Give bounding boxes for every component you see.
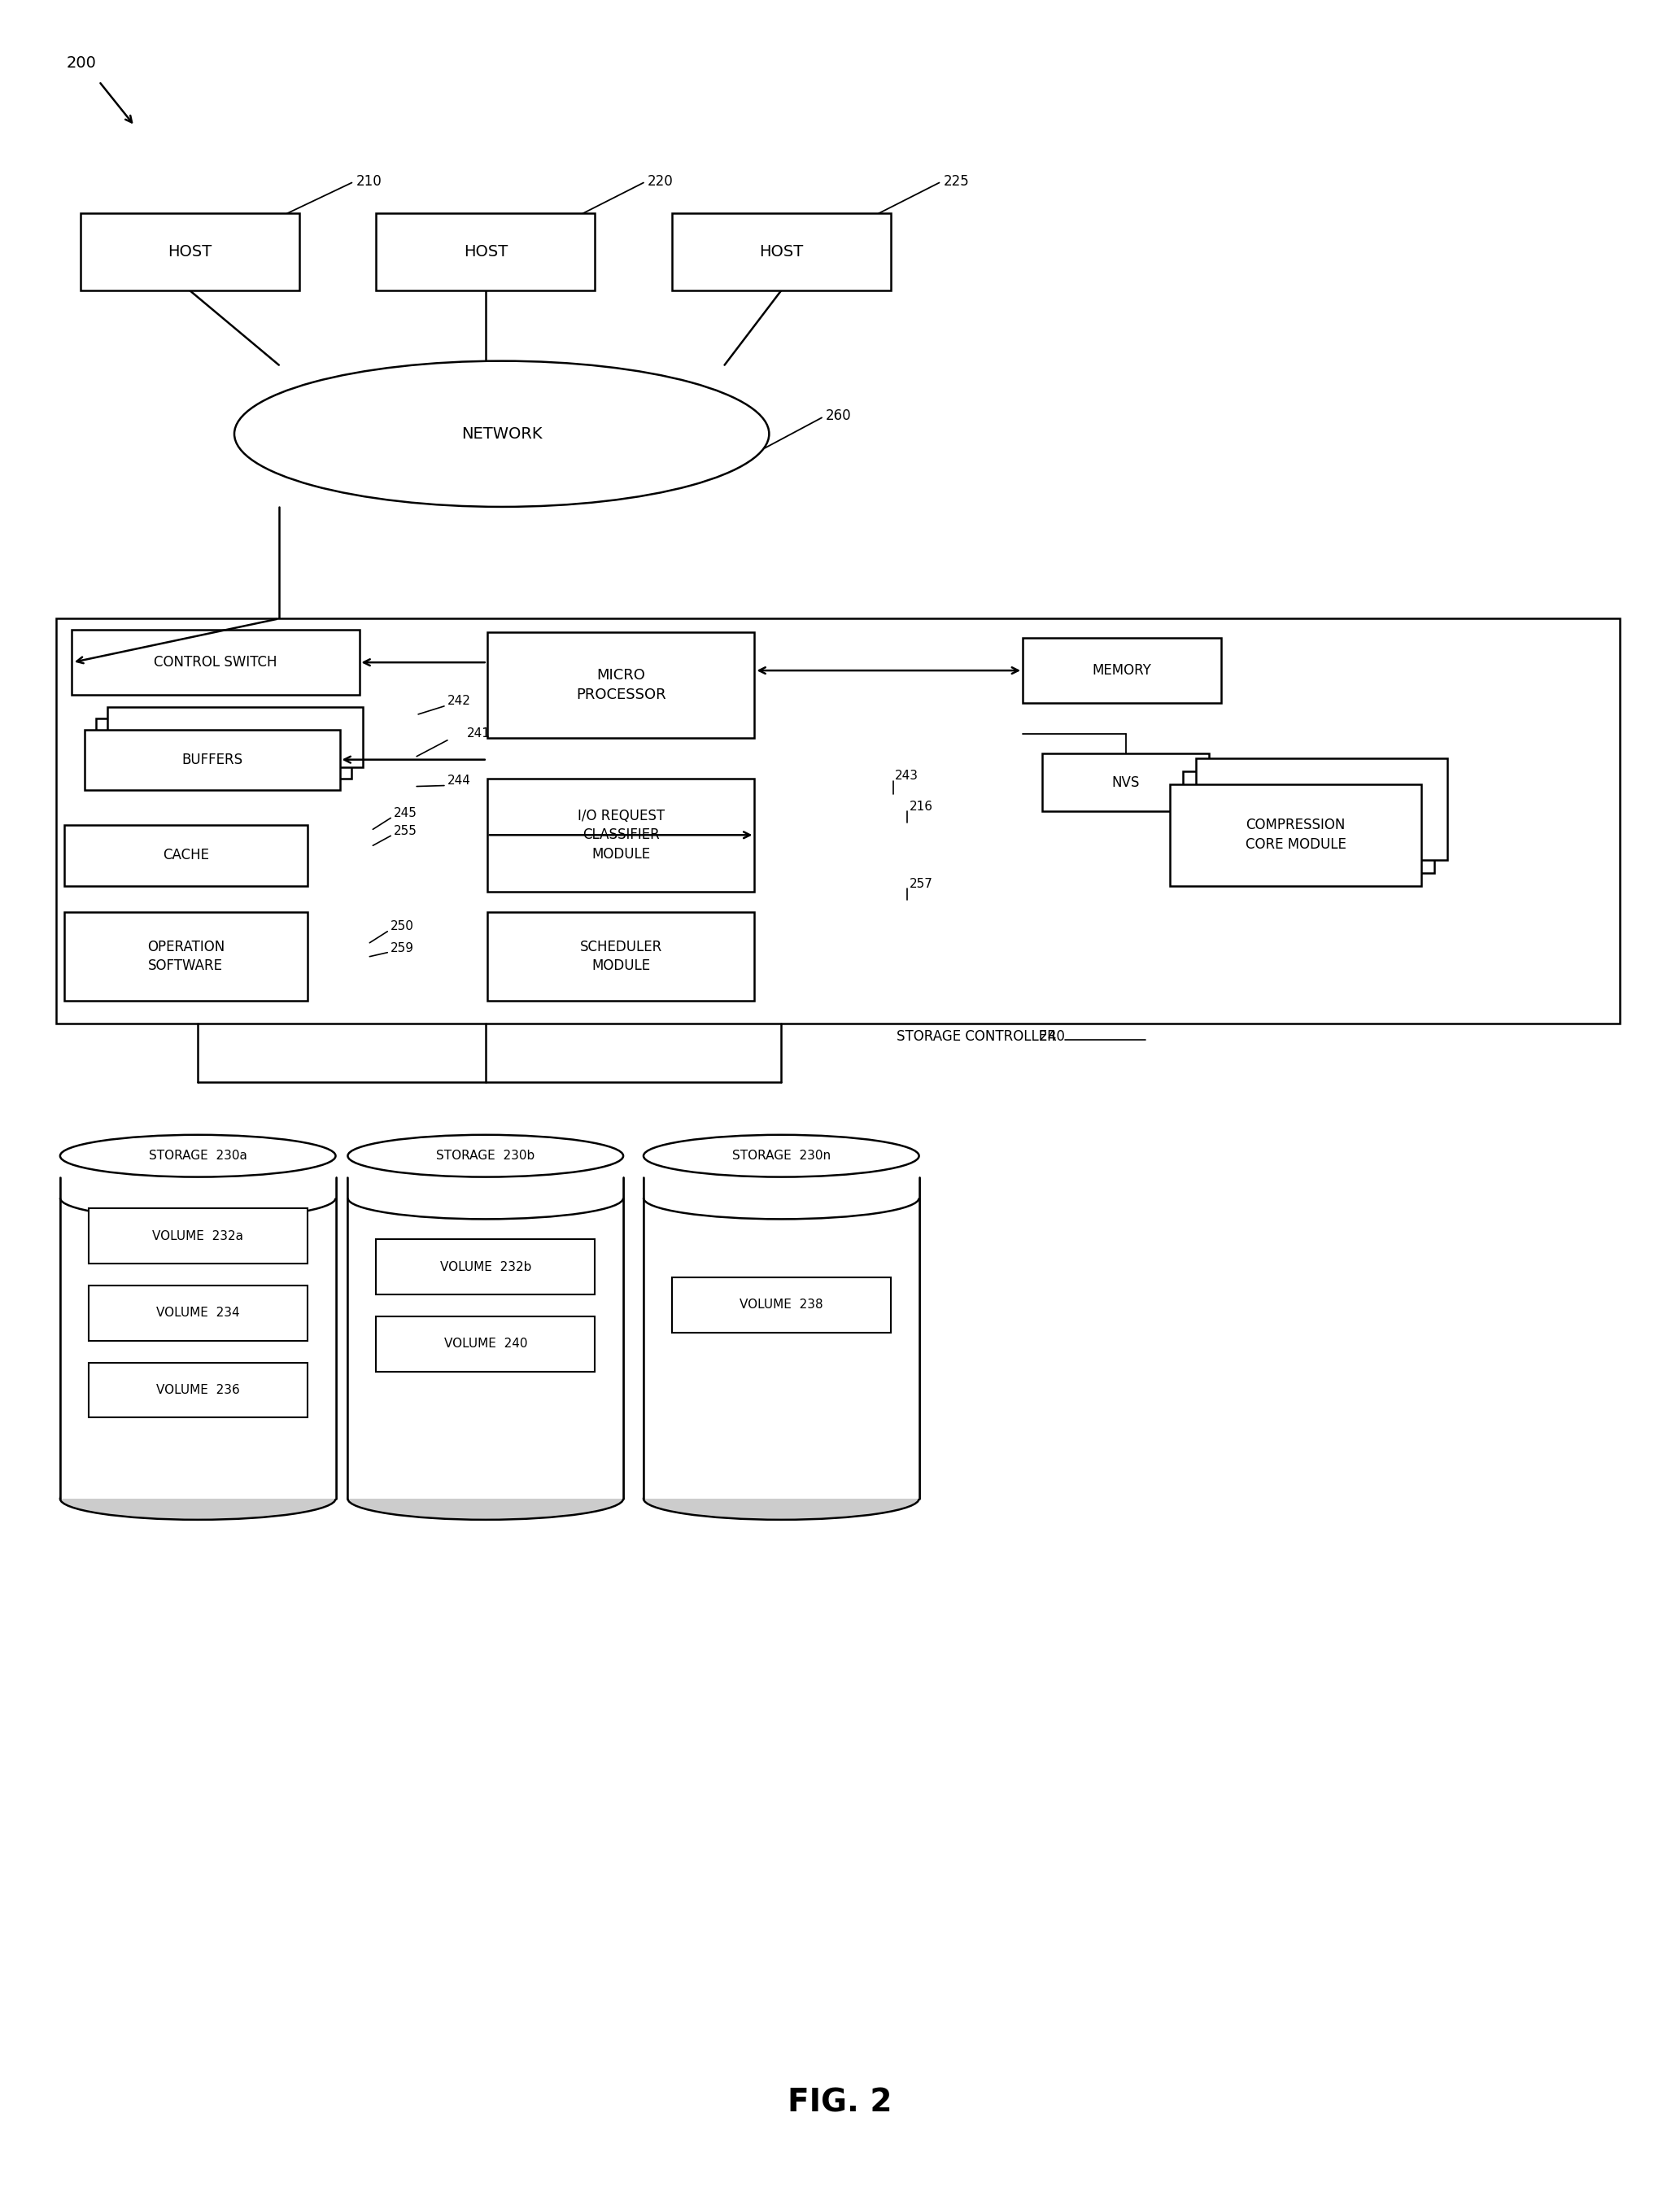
- Text: COMPRESSION
CORE MODULE: COMPRESSION CORE MODULE: [1245, 818, 1346, 853]
- Bar: [84, 730, 339, 790]
- Bar: [376, 212, 595, 291]
- Text: BUFFERS: BUFFERS: [181, 752, 244, 768]
- Ellipse shape: [60, 1478, 336, 1520]
- Text: HOST: HOST: [464, 243, 507, 260]
- Text: OPERATION
SOFTWARE: OPERATION SOFTWARE: [146, 940, 225, 973]
- Bar: [81, 212, 299, 291]
- Text: 255: 255: [393, 824, 417, 838]
- Bar: [487, 632, 754, 737]
- Text: CACHE: CACHE: [163, 849, 208, 862]
- Text: I/O REQUEST
CLASSIFIER
MODULE: I/O REQUEST CLASSIFIER MODULE: [578, 809, 664, 862]
- Bar: [108, 706, 363, 768]
- Text: 243: 243: [895, 770, 919, 783]
- Bar: [89, 1286, 307, 1341]
- Text: VOLUME  240: VOLUME 240: [444, 1338, 528, 1349]
- Ellipse shape: [234, 361, 769, 507]
- Text: 210: 210: [356, 173, 381, 188]
- Bar: [348, 1157, 623, 1498]
- Text: 220: 220: [647, 173, 674, 188]
- Text: VOLUME  232a: VOLUME 232a: [153, 1229, 244, 1242]
- Text: NETWORK: NETWORK: [462, 426, 543, 442]
- Bar: [1183, 772, 1435, 873]
- Bar: [1043, 752, 1208, 811]
- Text: CONTROL SWITCH: CONTROL SWITCH: [155, 656, 277, 669]
- Bar: [672, 212, 890, 291]
- Bar: [487, 912, 754, 1002]
- Text: 200: 200: [67, 55, 96, 70]
- Text: VOLUME  232b: VOLUME 232b: [440, 1262, 531, 1273]
- Bar: [376, 1240, 595, 1295]
- Ellipse shape: [348, 1135, 623, 1177]
- Text: FIG. 2: FIG. 2: [788, 2089, 892, 2119]
- Text: STORAGE  230b: STORAGE 230b: [437, 1150, 534, 1161]
- Text: 245: 245: [393, 807, 417, 820]
- Text: 242: 242: [447, 695, 470, 706]
- Text: HOST: HOST: [759, 243, 803, 260]
- Text: 250: 250: [391, 921, 415, 932]
- Text: VOLUME  238: VOLUME 238: [739, 1299, 823, 1310]
- Text: VOLUME  234: VOLUME 234: [156, 1308, 240, 1319]
- Bar: [89, 1363, 307, 1417]
- Text: STORAGE CONTROLLER: STORAGE CONTROLLER: [895, 1030, 1065, 1043]
- Bar: [72, 630, 360, 695]
- Text: STORAGE  230n: STORAGE 230n: [732, 1150, 830, 1161]
- Bar: [60, 1157, 336, 1498]
- Bar: [1171, 785, 1421, 886]
- Bar: [1023, 639, 1221, 702]
- Text: 244: 244: [447, 774, 470, 787]
- Text: 240: 240: [1018, 1030, 1065, 1043]
- Text: STORAGE  230a: STORAGE 230a: [150, 1150, 247, 1161]
- Ellipse shape: [643, 1478, 919, 1520]
- Text: MICRO
PROCESSOR: MICRO PROCESSOR: [576, 669, 665, 702]
- Bar: [672, 1277, 890, 1332]
- Ellipse shape: [348, 1478, 623, 1520]
- Text: 225: 225: [942, 173, 969, 188]
- Text: 216: 216: [909, 800, 932, 814]
- Bar: [1196, 759, 1446, 859]
- Text: HOST: HOST: [168, 243, 212, 260]
- Text: 259: 259: [391, 943, 415, 954]
- Ellipse shape: [643, 1135, 919, 1177]
- Text: 241: 241: [467, 728, 491, 739]
- Ellipse shape: [60, 1135, 336, 1177]
- Bar: [96, 717, 351, 779]
- Text: SCHEDULER
MODULE: SCHEDULER MODULE: [580, 940, 662, 973]
- Text: MEMORY: MEMORY: [1092, 663, 1151, 678]
- Text: NVS: NVS: [1112, 774, 1139, 790]
- Bar: [55, 619, 1620, 1024]
- Text: 257: 257: [909, 877, 932, 890]
- Text: VOLUME  236: VOLUME 236: [156, 1384, 240, 1395]
- Text: 260: 260: [827, 409, 852, 424]
- Bar: [64, 912, 307, 1002]
- Bar: [64, 824, 307, 886]
- Bar: [643, 1157, 919, 1498]
- Bar: [89, 1209, 307, 1264]
- Bar: [487, 779, 754, 892]
- Bar: [376, 1317, 595, 1371]
